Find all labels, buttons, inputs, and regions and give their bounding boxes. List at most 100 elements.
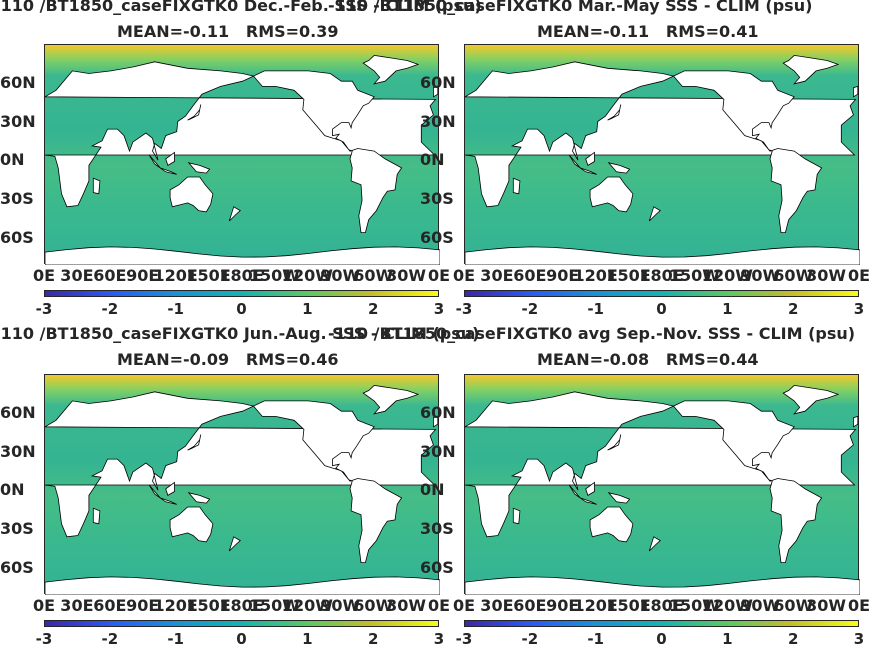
colorbar-tick-label: 2 — [367, 630, 379, 648]
landmass-8 — [607, 104, 622, 121]
landmass-8 — [187, 104, 202, 121]
x-tick-label: 0E — [32, 266, 56, 285]
x-tick-label: 150W — [248, 266, 300, 285]
x-tick-label: 150E — [606, 596, 651, 615]
landmass-10 — [852, 415, 859, 428]
x-tick-label: 150E — [186, 266, 231, 285]
x-tick-label: 60E — [93, 596, 127, 615]
colorbar-tick-label: 0 — [236, 300, 247, 318]
x-tick-label: 150W — [248, 596, 300, 615]
landmass-4 — [568, 154, 597, 175]
x-tick-label: 180E — [639, 596, 684, 615]
colorbar-tick-label: 1 — [302, 630, 313, 648]
x-tick-label: 150W — [668, 266, 720, 285]
landmass-9 — [648, 536, 661, 552]
colorbar-tick-label: 0 — [236, 630, 247, 648]
mean-label: MEAN=-0.11 — [117, 22, 230, 41]
landmass-1 — [672, 400, 823, 564]
x-tick-label: 0E — [452, 596, 476, 615]
colorbar-tick-label: 3 — [433, 630, 445, 648]
x-tick-label: 180E — [219, 266, 264, 285]
colorbar-tick-label: -1 — [167, 300, 184, 318]
mean-label: MEAN=-0.08 — [537, 350, 650, 369]
colorbar-tick-label: 1 — [302, 300, 313, 318]
antarctica-landmass — [45, 246, 440, 265]
map-svg — [45, 384, 440, 595]
x-tick-label: 150E — [186, 596, 231, 615]
x-tick-label: 120E — [153, 596, 198, 615]
x-tick-label: 60E — [513, 266, 547, 285]
colorbar-tick-label: -3 — [455, 630, 473, 648]
panel-title: -110 /BT1850_caseFIXGTK0 Dec.-Feb. SSS -… — [0, 0, 482, 15]
y-tick-label: 60S — [420, 228, 454, 248]
landmass-3 — [782, 384, 840, 415]
x-tick-label: 120W — [701, 596, 753, 615]
x-tick-label: 90E — [126, 266, 160, 285]
y-tick-label: 0N — [420, 480, 445, 500]
landmass-9 — [228, 206, 241, 222]
colorbar-tick-label: -3 — [35, 630, 53, 648]
x-tick-label: 90W — [740, 596, 781, 615]
x-tick-label: 120W — [281, 596, 333, 615]
landmass-0 — [465, 61, 857, 208]
landmass-6 — [607, 492, 631, 504]
landmass-4 — [148, 484, 177, 505]
x-tick-label: 30W — [386, 266, 427, 285]
colorbar — [464, 620, 859, 627]
y-tick-label: 60S — [0, 558, 34, 578]
x-tick-label: 90W — [320, 596, 361, 615]
colorbar-tick-label: 0 — [656, 300, 667, 318]
y-tick-label: 30N — [420, 441, 456, 461]
rms-label: RMS=0.44 — [665, 350, 759, 369]
map-plot — [464, 44, 860, 265]
x-tick-label: 90W — [740, 266, 781, 285]
x-tick-label: 30E — [60, 596, 94, 615]
landmass-5 — [165, 481, 175, 496]
y-tick-label: 0N — [0, 150, 25, 170]
x-tick-label: 90E — [546, 596, 580, 615]
landmass-6 — [187, 162, 211, 174]
y-tick-label: 0N — [420, 150, 445, 170]
landmass-1 — [252, 70, 403, 234]
landmass-3 — [782, 54, 840, 85]
mean-label: MEAN=-0.11 — [537, 22, 650, 41]
y-tick-label: 30N — [420, 111, 456, 131]
y-tick-label: 60S — [0, 228, 34, 248]
x-tick-label: 0E — [847, 596, 871, 615]
colorbar-tick-label: 3 — [853, 300, 865, 318]
colorbar-tick-label: -1 — [587, 630, 604, 648]
panel-title: -110 /BT1850_caseFIXGTK0 avg Sep.-Nov. S… — [328, 324, 856, 343]
map-plot — [464, 374, 860, 595]
x-tick-label: 120W — [281, 266, 333, 285]
landmass-10 — [852, 85, 859, 98]
panel-stats: MEAN=-0.11 RMS=0.41 — [537, 22, 759, 41]
landmass-7 — [512, 507, 521, 525]
panel-title: -110 /BT1850_caseFIXGTK0 Jun.-Aug. SSS -… — [0, 324, 480, 343]
panel-stats: MEAN=-0.11 RMS=0.39 — [117, 22, 339, 41]
landmass-2 — [169, 506, 214, 543]
x-tick-label: 0E — [452, 266, 476, 285]
landmass-10 — [432, 85, 439, 98]
x-tick-label: 180E — [219, 596, 264, 615]
landmass-1 — [252, 400, 403, 564]
x-tick-label: 60W — [353, 266, 394, 285]
y-tick-label: 60N — [420, 402, 456, 422]
landmass-7 — [92, 507, 101, 525]
landmass-8 — [187, 434, 202, 451]
colorbar-tick-label: -2 — [101, 630, 119, 648]
map-plot — [44, 374, 440, 595]
landmass-3 — [362, 54, 420, 85]
y-tick-label: 60N — [0, 72, 36, 92]
x-tick-label: 90E — [126, 596, 160, 615]
x-tick-label: 30W — [806, 266, 847, 285]
landmass-9 — [648, 206, 661, 222]
x-tick-label: 30W — [386, 596, 427, 615]
panel-title: -110 /BT1850_caseFIXGTK0 Mar.-May SSS - … — [328, 0, 813, 15]
x-tick-label: 60W — [773, 596, 814, 615]
x-tick-label: 0E — [427, 596, 451, 615]
colorbar — [44, 290, 439, 297]
x-tick-label: 150W — [668, 596, 720, 615]
landmass-0 — [45, 61, 437, 208]
x-tick-label: 90E — [546, 266, 580, 285]
colorbar-tick-label: -1 — [587, 300, 604, 318]
